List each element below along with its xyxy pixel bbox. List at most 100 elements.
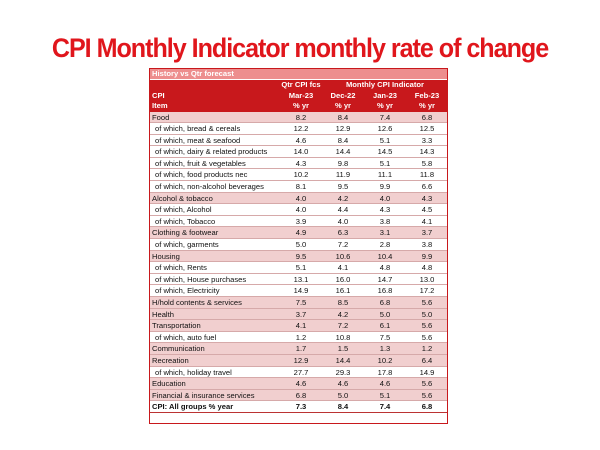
row-value: 14.4 <box>335 355 351 365</box>
row-value: 6.8 <box>421 112 433 122</box>
table-row: Housing 9.5 10.6 10.4 9.9 <box>149 250 448 263</box>
row-value: 5.1 <box>379 158 391 168</box>
row-label: of which, auto fuel <box>155 332 217 342</box>
row-label: Food <box>152 112 170 122</box>
row-value: 4.4 <box>337 205 349 215</box>
row-value: 3.7 <box>421 228 433 238</box>
table-row: Health 3.7 4.2 5.0 5.0 <box>149 308 448 321</box>
row-value: 4.0 <box>379 193 391 203</box>
row-value: 11.9 <box>335 170 351 180</box>
row-value: 4.3 <box>379 205 391 215</box>
header-item: Item <box>152 101 168 110</box>
row-value: 5.6 <box>421 321 433 331</box>
row-value: 12.9 <box>335 124 351 134</box>
header-row-1: Qtr CPI fcs Monthly CPI Indicator <box>149 80 448 91</box>
row-value: 6.6 <box>421 182 433 192</box>
row-label: Recreation <box>152 355 189 365</box>
row-value: 6.4 <box>421 355 433 365</box>
table-row: of which, meat & seafood 4.6 8.4 5.1 3.3 <box>149 134 448 147</box>
row-label: Financial & insurance services <box>152 390 255 400</box>
row-value: 10.2 <box>377 355 393 365</box>
row-label: of which, House purchases <box>155 274 247 284</box>
row-label: of which, garments <box>155 240 219 250</box>
table-row: Education 4.6 4.6 4.6 5.6 <box>149 378 448 390</box>
header-row-3: Item % yr % yr % yr % yr <box>149 101 448 112</box>
row-value: 8.4 <box>337 402 349 412</box>
table-row: of which, House purchases 13.1 16.0 14.7 13.… <box>149 273 448 286</box>
table-row: H/hold contents & services 7.5 8.5 6.8 5.6 <box>149 297 448 309</box>
row-value: 6.8 <box>379 298 391 307</box>
header-mar-23: Mar-23 <box>288 90 314 100</box>
row-label: Clothing & footwear <box>152 228 219 238</box>
row-value: 4.6 <box>295 379 307 389</box>
table-row: Recreation 12.9 14.4 10.2 6.4 <box>149 354 448 367</box>
row-value: 3.8 <box>421 240 433 250</box>
row-value: 14.5 <box>377 147 393 157</box>
row-value: 1.2 <box>295 332 307 342</box>
table-row: of which, Alcohol 4.0 4.4 4.3 4.5 <box>149 204 448 216</box>
row-value: 6.8 <box>421 402 433 412</box>
row-value: 3.8 <box>379 216 391 226</box>
row-value: 29.3 <box>335 367 351 377</box>
table-row: of which, Electricity 14.9 16.1 16.8 17.2 <box>149 285 448 297</box>
row-value: 4.0 <box>295 193 307 203</box>
row-value: 4.0 <box>295 205 307 215</box>
row-value: 16.8 <box>377 286 393 296</box>
row-value: 16.1 <box>335 286 351 296</box>
row-label: Health <box>152 309 174 319</box>
row-value: 4.1 <box>295 321 307 331</box>
row-label: Alcohol & tobacco <box>152 193 213 203</box>
row-value: 6.8 <box>295 390 307 400</box>
table-row: Alcohol & tobacco 4.0 4.2 4.0 4.3 <box>149 192 448 205</box>
row-value: 2.8 <box>379 240 391 250</box>
row-value: 4.8 <box>421 263 433 273</box>
row-value: 4.3 <box>421 193 433 203</box>
table-total-row: CPI: All groups % year 7.3 8.4 7.4 6.8 <box>149 401 448 413</box>
row-value: 14.3 <box>419 147 435 157</box>
header-jan-23: Jan-23 <box>372 90 398 100</box>
row-value: 4.2 <box>337 309 349 319</box>
row-value: 5.6 <box>421 390 433 400</box>
row-value: 13.0 <box>419 274 435 284</box>
table-header: Qtr CPI fcs Monthly CPI Indicator CPI Ma… <box>149 80 448 112</box>
section-label: History vs Qtr forecast <box>149 68 448 80</box>
row-value: 10.8 <box>335 332 351 342</box>
header-unit: % yr <box>292 101 310 110</box>
row-value: 27.7 <box>293 367 309 377</box>
row-value: 5.0 <box>337 390 349 400</box>
row-value: 17.2 <box>419 286 435 296</box>
table-row: of which, food products nec 10.2 11.9 11.1 1… <box>149 169 448 182</box>
row-value: 5.1 <box>379 135 391 145</box>
row-value: 4.1 <box>337 263 349 273</box>
row-value: 3.3 <box>421 135 433 145</box>
row-value: 5.6 <box>421 298 433 307</box>
header-feb-23: Feb-23 <box>414 90 440 100</box>
cpi-table: History vs Qtr forecast Qtr CPI fcs Mont… <box>149 68 448 413</box>
row-value: 8.5 <box>337 298 349 307</box>
row-value: 7.5 <box>379 332 391 342</box>
row-label: Transportation <box>152 321 201 331</box>
row-value: 10.2 <box>293 170 309 180</box>
row-label: of which, fruit & vegetables <box>155 158 246 168</box>
header-qtr-fcs: Qtr CPI fcs <box>281 80 321 89</box>
row-value: 9.5 <box>295 251 307 261</box>
row-value: 8.4 <box>337 112 349 122</box>
table-row: of which, non-alcohol beverages 8.1 9.5 9.9… <box>149 181 448 193</box>
row-value: 8.2 <box>295 112 307 122</box>
header-unit: % yr <box>334 101 352 110</box>
row-value: 5.0 <box>295 240 307 250</box>
row-value: 1.7 <box>295 344 307 354</box>
row-value: 3.7 <box>295 309 307 319</box>
row-value: 16.0 <box>335 274 351 284</box>
table-row: of which, auto fuel 1.2 10.8 7.5 5.6 <box>149 331 448 344</box>
row-label: of which, Rents <box>155 263 207 273</box>
row-value: 4.5 <box>421 205 433 215</box>
row-value: 9.5 <box>337 182 349 192</box>
row-value: 4.3 <box>295 158 307 168</box>
table-row: of which, Tobacco 3.9 4.0 3.8 4.1 <box>149 215 448 228</box>
row-label: of which, non-alcohol beverages <box>155 182 264 192</box>
table-row: of which, fruit & vegetables 4.3 9.8 5.1 5.8 <box>149 157 448 170</box>
row-label: of which, Electricity <box>155 286 220 296</box>
row-value: 10.6 <box>335 251 351 261</box>
row-value: 7.2 <box>337 240 349 250</box>
